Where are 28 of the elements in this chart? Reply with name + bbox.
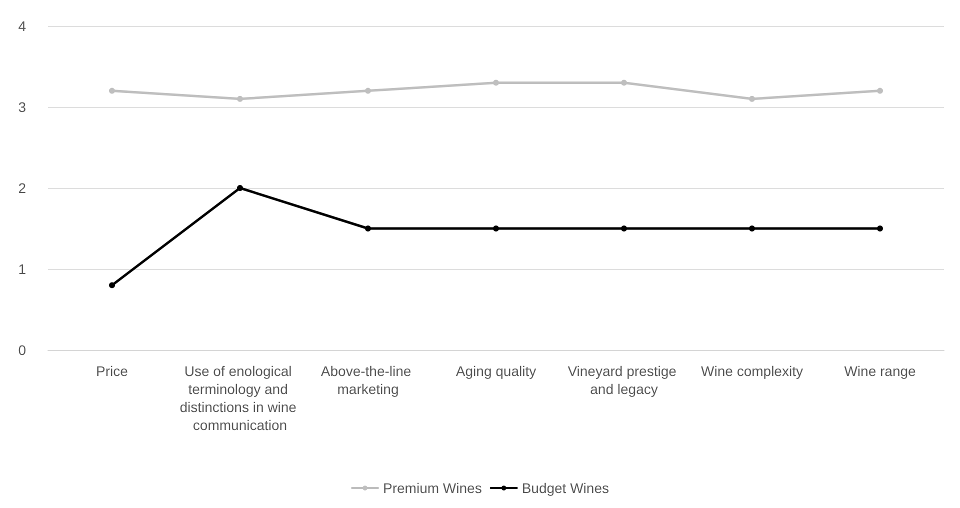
point xyxy=(493,226,499,232)
point xyxy=(493,80,499,86)
point xyxy=(237,185,243,191)
x-tick-label: Wine range xyxy=(844,363,916,379)
point xyxy=(749,96,755,102)
point xyxy=(365,88,371,94)
point xyxy=(877,226,883,232)
y-tick-label: 0 xyxy=(18,342,26,358)
point xyxy=(749,226,755,232)
x-tick-label: Wine complexity xyxy=(701,363,803,379)
x-tick-label: Price xyxy=(96,363,128,379)
point xyxy=(621,80,627,86)
x-tick-label: Above-the-line marketing xyxy=(320,363,416,397)
x-tick-label: Aging quality xyxy=(456,363,536,379)
y-tick-label: 3 xyxy=(18,99,26,115)
point xyxy=(621,226,627,232)
point xyxy=(109,88,115,94)
legend-label: Premium Wines xyxy=(383,480,482,496)
x-tick-label: Use of enological terminology and distinctions in wine communication xyxy=(180,363,300,433)
y-tick-label: 1 xyxy=(18,261,26,277)
point xyxy=(365,226,371,232)
x-tick-label: Vineyard prestige and legacy xyxy=(568,363,680,397)
point xyxy=(109,282,115,288)
y-tick-label: 2 xyxy=(18,180,26,196)
y-tick-label: 4 xyxy=(18,18,26,34)
point xyxy=(877,88,883,94)
point xyxy=(237,96,243,102)
legend-label: Budget Wines xyxy=(522,480,609,496)
